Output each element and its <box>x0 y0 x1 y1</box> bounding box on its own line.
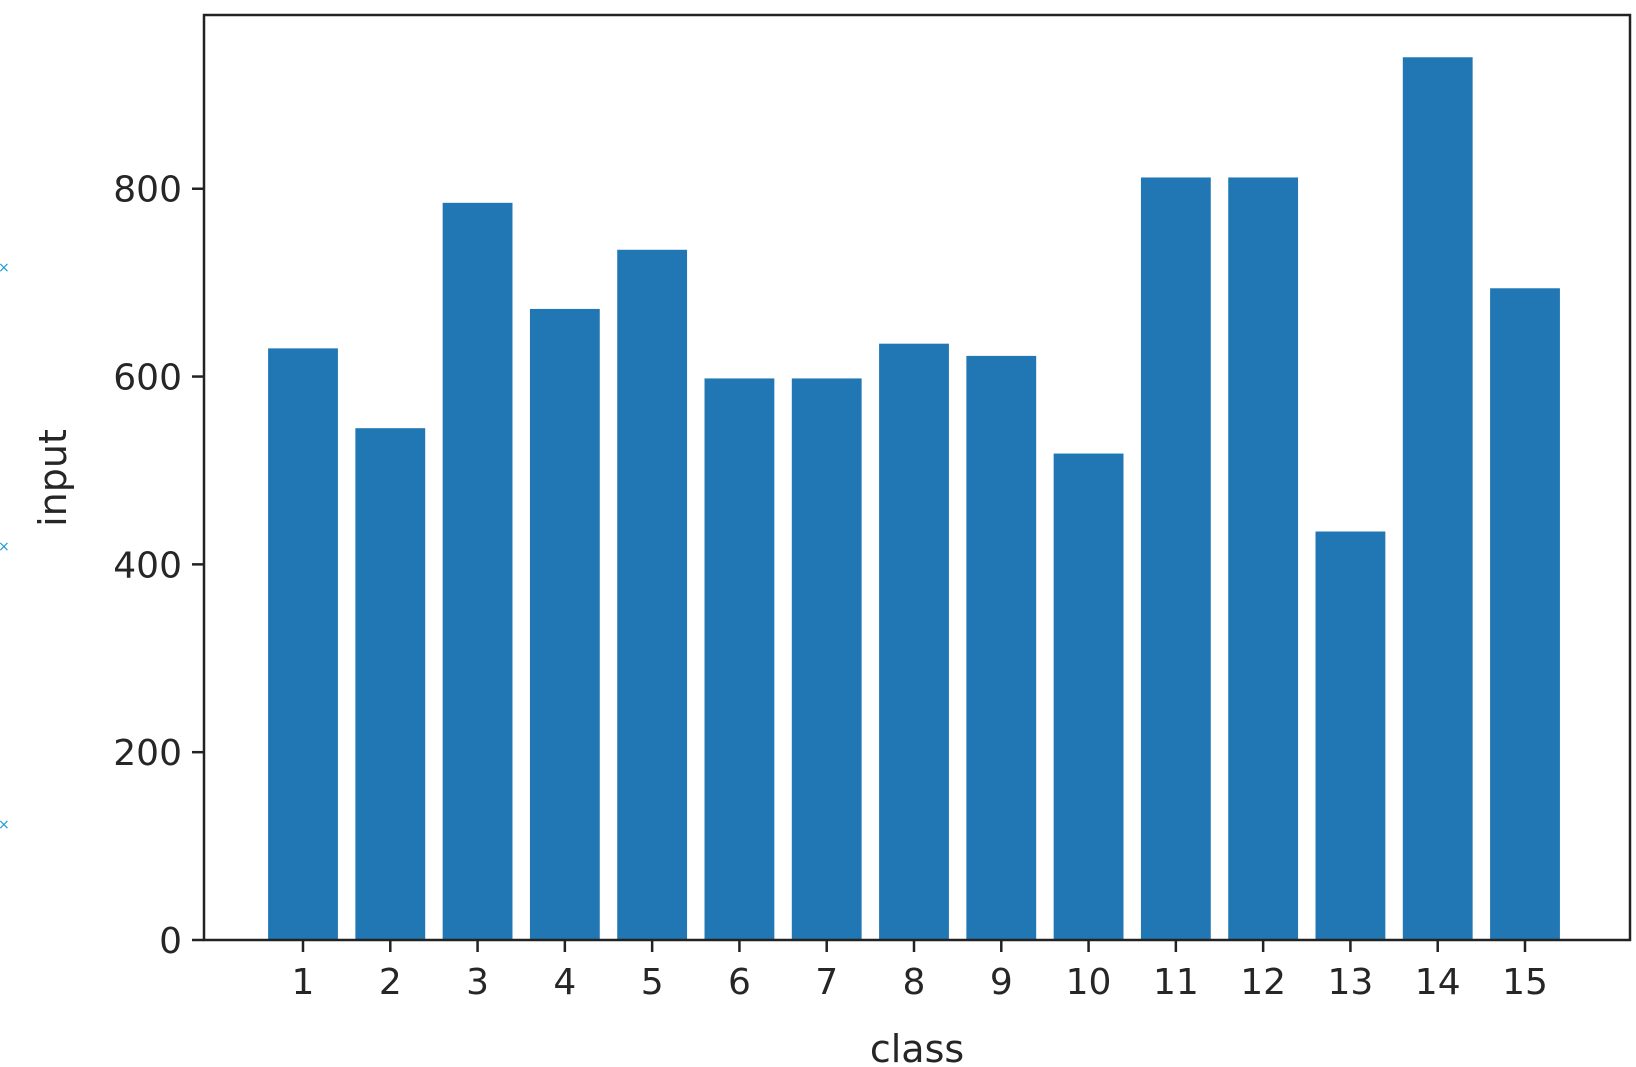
x-tick-label: 9 <box>990 962 1013 1003</box>
x-tick-label: 11 <box>1153 962 1199 1003</box>
x-tick-label: 8 <box>903 962 926 1003</box>
bar-class-10 <box>1053 453 1124 940</box>
x-tick-label: 7 <box>815 962 838 1003</box>
bar-class-4 <box>529 308 600 940</box>
edge-marker-top: × <box>0 260 10 276</box>
x-tick-label: 10 <box>1066 962 1112 1003</box>
x-tick-label: 4 <box>553 962 576 1003</box>
bar-class-5 <box>617 249 688 940</box>
x-tick-label: 2 <box>379 962 402 1003</box>
bar-class-11 <box>1140 177 1211 940</box>
bar-class-12 <box>1228 177 1299 940</box>
edge-marker-middle: × <box>0 539 10 555</box>
plot-frame <box>202 13 1632 942</box>
y-tick-label: 400 <box>113 545 182 586</box>
x-tick-label: 14 <box>1415 962 1461 1003</box>
bar-class-13 <box>1315 531 1386 940</box>
bar-class-6 <box>704 378 775 940</box>
bar-class-2 <box>355 428 426 940</box>
bar-class-1 <box>268 348 338 940</box>
y-tick-label: 800 <box>113 170 182 211</box>
y-axis: 0 200 400 600 800 <box>113 170 204 962</box>
bar-class-9 <box>966 355 1037 940</box>
edge-markers: × × × <box>0 260 10 833</box>
x-tick-label: 1 <box>292 962 315 1003</box>
bars <box>268 57 1560 940</box>
x-axis: 1 2 3 4 5 6 7 8 9 10 11 12 13 14 15 <box>292 940 1548 1003</box>
bar-class-15 <box>1490 288 1560 940</box>
x-axis-label: class <box>870 1027 964 1067</box>
x-tick-label: 13 <box>1328 962 1374 1003</box>
x-tick-label: 3 <box>466 962 489 1003</box>
bar-class-7 <box>791 378 862 940</box>
x-tick-label: 15 <box>1502 962 1548 1003</box>
x-tick-label: 12 <box>1240 962 1286 1003</box>
y-tick-label: 600 <box>113 358 182 399</box>
y-tick-label: 0 <box>159 921 182 962</box>
y-tick-label: 200 <box>113 733 182 774</box>
x-tick-label: 5 <box>641 962 664 1003</box>
x-tick-label: 6 <box>728 962 751 1003</box>
y-axis-label: input <box>31 429 75 527</box>
bar-class-14 <box>1402 57 1473 940</box>
edge-marker-bottom: × <box>0 817 10 833</box>
bar-class-8 <box>879 343 949 940</box>
bar-class-3 <box>442 202 513 940</box>
